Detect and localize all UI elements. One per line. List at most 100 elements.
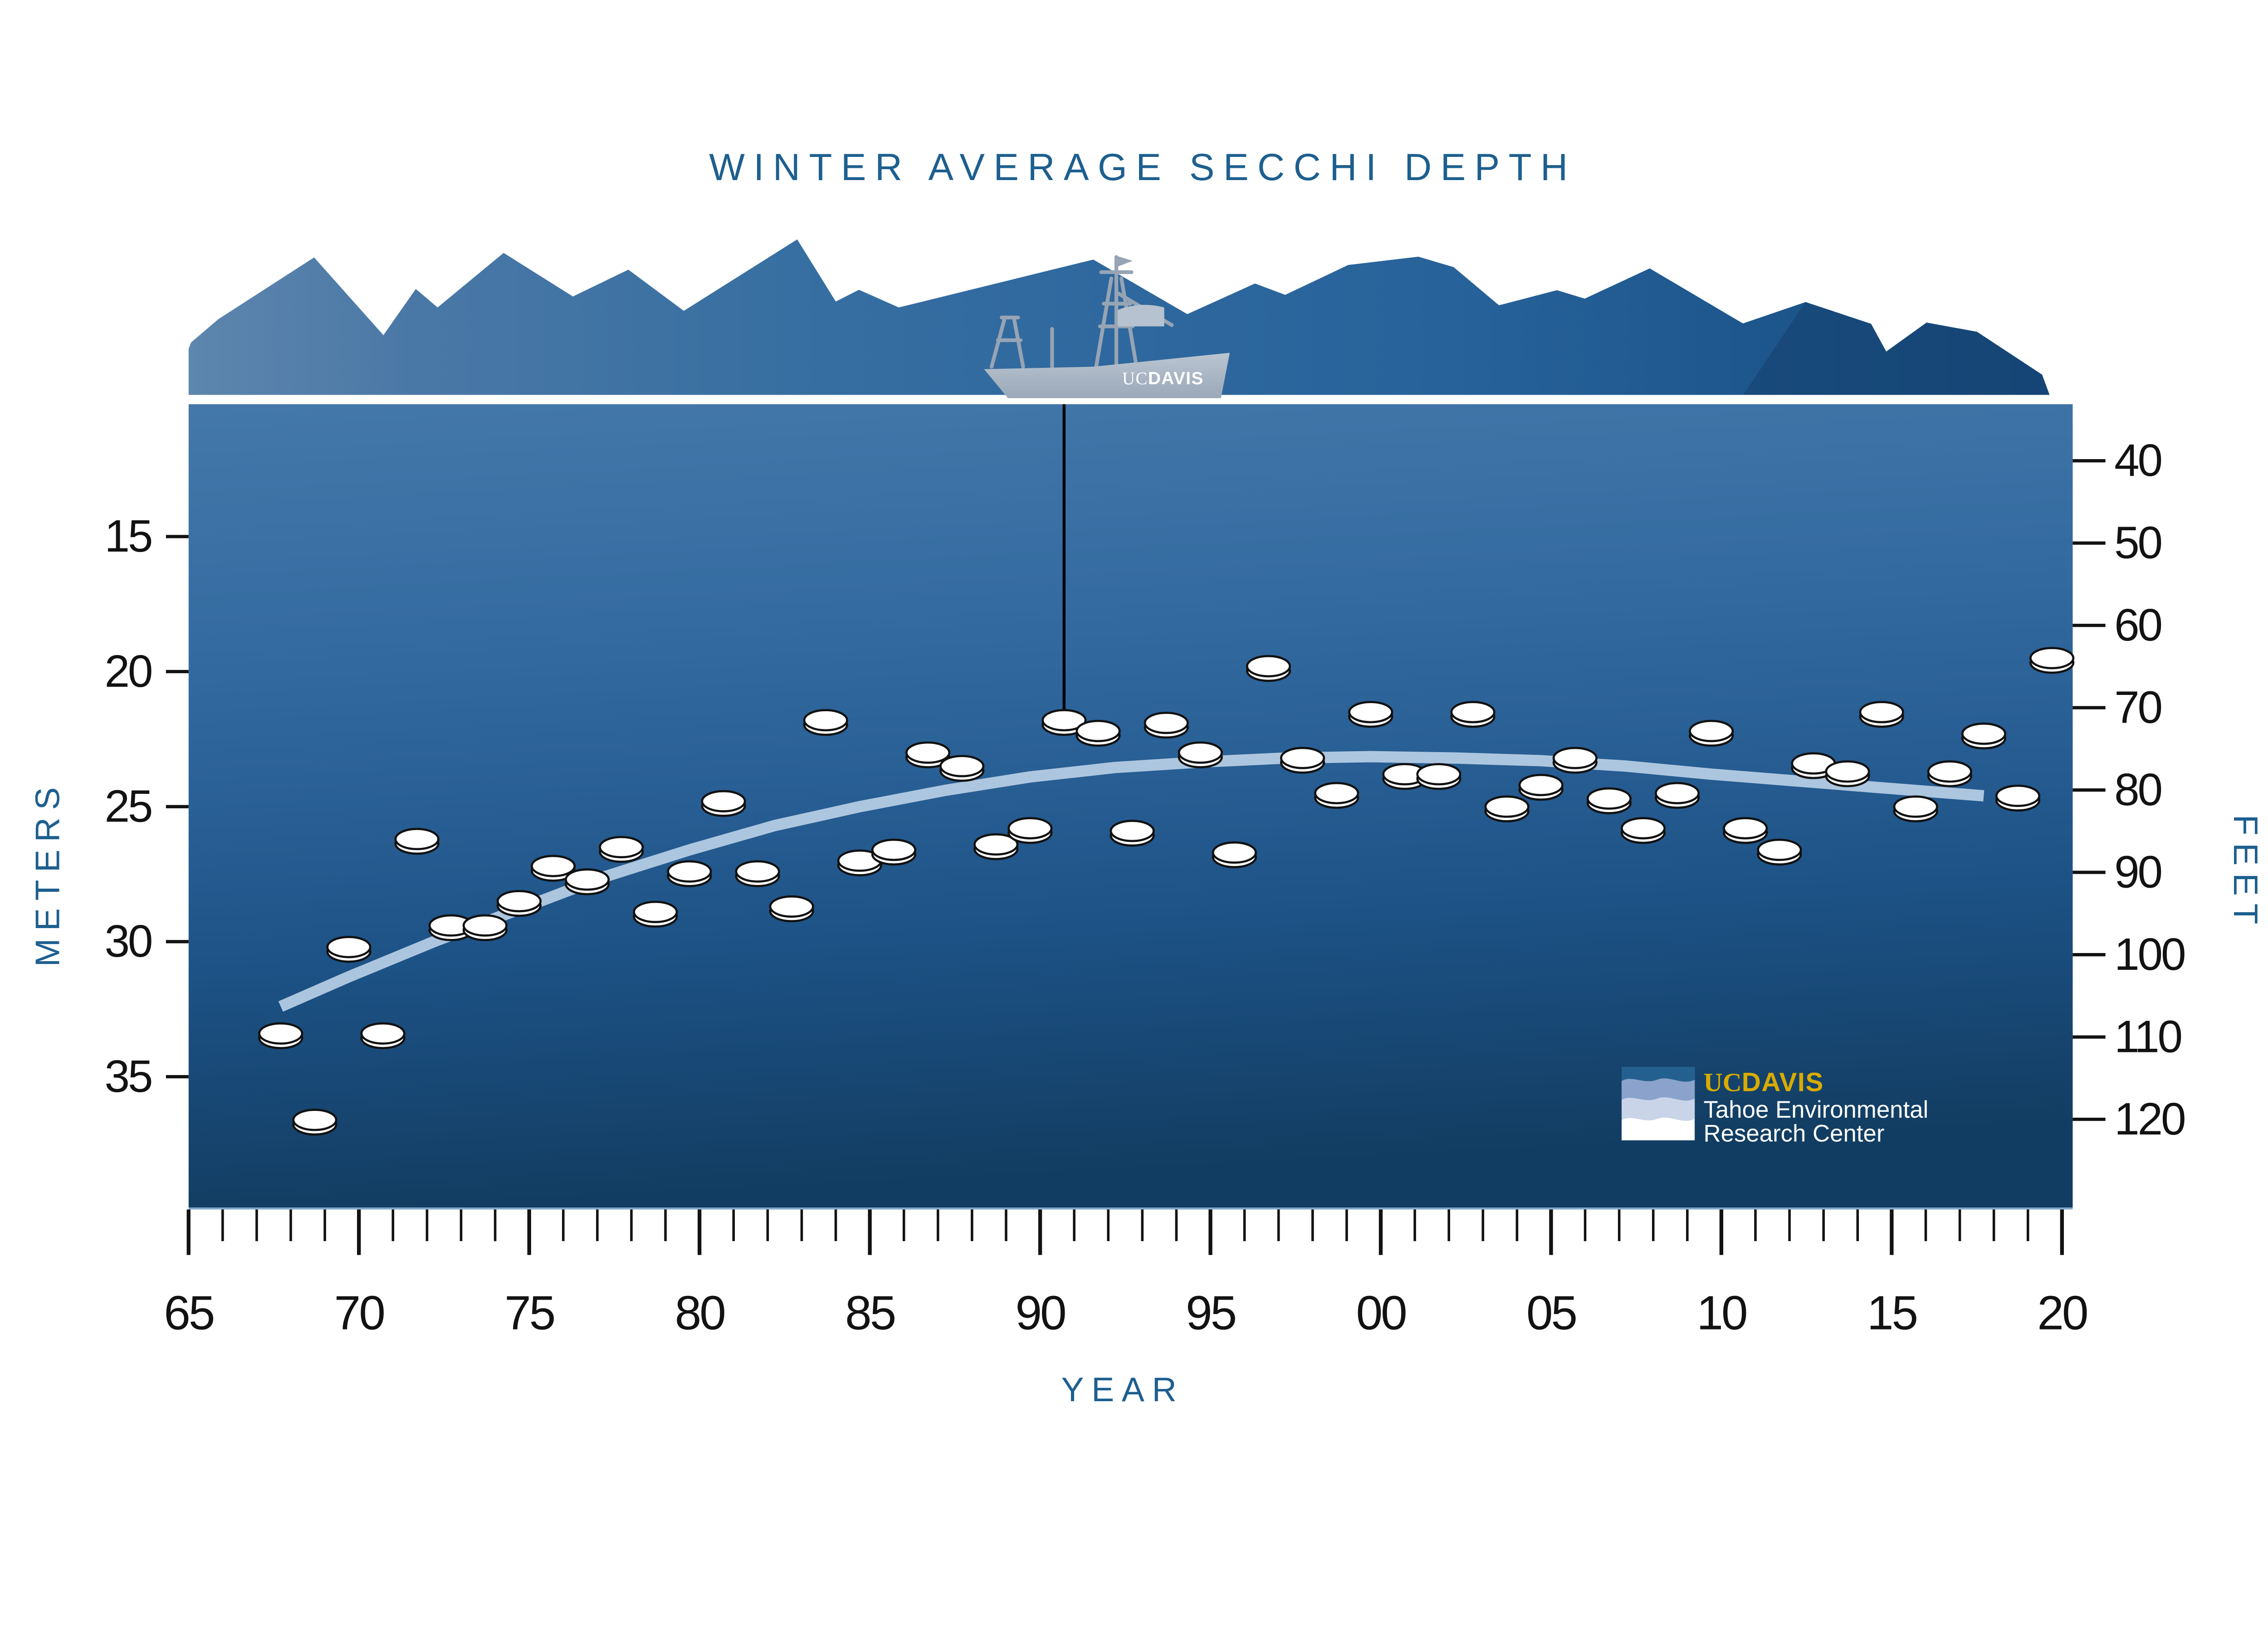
secchi-disc (871, 838, 917, 866)
feet-axis-label: FEET (2227, 815, 2265, 932)
secchi-disc (1110, 820, 1155, 847)
feet-tick-label: 90 (2114, 846, 2161, 897)
secchi-disc (1757, 838, 1802, 866)
x-axis-tick-label: 90 (1016, 1286, 1066, 1340)
x-axis-tick-label: 05 (1526, 1286, 1576, 1340)
secchi-disc (258, 1022, 303, 1049)
x-axis-ticks: 65 70 75 80 85 90 95 00 05 10 15 20 (164, 1209, 2089, 1340)
secchi-disc (1484, 795, 1530, 822)
feet-tick-label: 120 (2114, 1094, 2185, 1144)
year-axis-label: YEAR (1061, 1370, 1184, 1408)
secchi-disc (292, 1109, 337, 1136)
feet-axis-ticks: 40 50 60 70 80 90 100 110 120 (2072, 435, 2186, 1144)
logo-uc: UC (1704, 1068, 1742, 1097)
logo-ucdavis: UCDAVIS (1704, 1068, 1824, 1097)
secchi-disc (565, 868, 610, 895)
secchi-disc (1144, 712, 1189, 739)
feet-tick-label: 60 (2114, 600, 2161, 650)
secchi-disc (1791, 752, 1836, 779)
secchi-disc (1825, 760, 1870, 787)
x-axis-tick-label: 80 (675, 1286, 725, 1340)
secchi-disc (462, 914, 508, 941)
secchi-disc (1416, 763, 1461, 790)
feet-tick-label: 70 (2114, 682, 2161, 733)
secchi-disc (1927, 760, 1972, 787)
feet-tick-label: 100 (2114, 929, 2185, 980)
secchi-disc (1007, 817, 1053, 844)
secchi-disc (1450, 701, 1496, 728)
trend-line (278, 751, 1984, 1012)
secchi-disc (1893, 795, 1938, 822)
secchi-disc (1859, 701, 1904, 728)
x-axis-tick-label: 15 (1867, 1286, 1917, 1340)
secchi-disc (939, 755, 985, 782)
lake-water (188, 404, 2073, 1208)
secchi-disc (1041, 709, 1087, 736)
secchi-disc (360, 1022, 406, 1049)
meters-tick-label: 35 (104, 1051, 151, 1102)
secchi-disc (394, 828, 440, 855)
x-axis-tick-label: 75 (504, 1286, 554, 1340)
secchi-disc (599, 836, 644, 863)
terc-logo: UCDAVIS Tahoe Environmental Research Cen… (1621, 1067, 1929, 1147)
logo-davis: DAVIS (1742, 1068, 1824, 1097)
secchi-disc-group (258, 647, 2075, 1136)
boat-wheelhouse (1117, 304, 1164, 327)
secchi-disc (973, 833, 1019, 861)
secchi-disc (735, 860, 780, 887)
secchi-disc (769, 895, 814, 923)
meters-axis-label: METERS (29, 780, 67, 967)
secchi-disc (803, 709, 848, 736)
secchi-disc (2029, 647, 2075, 674)
secchi-disc (530, 855, 576, 882)
secchi-disc (496, 890, 542, 917)
secchi-disc (1995, 784, 2041, 812)
secchi-disc (1961, 722, 2007, 750)
logo-wave-dark (1621, 1067, 1695, 1082)
meters-tick-label: 20 (104, 646, 151, 697)
secchi-disc (633, 900, 678, 928)
meters-tick-label: 25 (104, 781, 151, 832)
mountain-ridge-dark (1743, 302, 2050, 396)
secchi-disc (1552, 747, 1598, 774)
x-axis-tick-label: 85 (845, 1286, 895, 1340)
lake-surface-band (188, 395, 2073, 405)
feet-tick-label: 40 (2114, 435, 2161, 486)
secchi-disc (1212, 841, 1257, 869)
secchi-disc (701, 790, 746, 817)
research-boat: UCDAVIS (984, 255, 1230, 398)
logo-wave-medium (1621, 1078, 1695, 1101)
logo-line2: Research Center (1704, 1120, 1885, 1147)
secchi-disc (428, 914, 474, 941)
secchi-disc (1518, 774, 1564, 801)
secchi-disc (667, 860, 712, 887)
x-axis-tick-label: 20 (2037, 1286, 2087, 1340)
x-axis-tick-label: 95 (1186, 1286, 1236, 1340)
logo-line1: Tahoe Environmental (1704, 1096, 1929, 1123)
meters-tick-label: 15 (104, 511, 151, 562)
secchi-disc (1280, 747, 1325, 774)
meters-axis-ticks: 15 20 25 30 35 (104, 511, 189, 1102)
secchi-disc (1348, 701, 1393, 728)
meters-tick-label: 30 (104, 916, 151, 967)
secchi-disc (326, 936, 371, 963)
secchi-disc (1689, 719, 1734, 747)
feet-tick-label: 50 (2114, 518, 2161, 568)
secchi-disc (1246, 655, 1291, 682)
secchi-disc (1655, 782, 1700, 809)
secchi-disc (1586, 787, 1632, 814)
logo-wave-light (1621, 1097, 1695, 1121)
boat-label-uc: UC (1122, 369, 1148, 388)
feet-tick-label: 110 (2114, 1011, 2181, 1062)
x-axis-tick-label: 65 (164, 1286, 214, 1340)
x-axis-line (188, 1207, 2073, 1210)
boat-hull (984, 352, 1230, 398)
x-axis-tick-label: 00 (1356, 1286, 1406, 1340)
mast-pennant-icon (1116, 255, 1133, 267)
boat-label-davis: DAVIS (1148, 369, 1204, 388)
secchi-disc (1620, 817, 1666, 844)
x-axis-tick-label: 70 (334, 1286, 384, 1340)
secchi-disc (1314, 782, 1359, 809)
boat-label: UCDAVIS (1122, 369, 1204, 388)
secchi-disc (1723, 817, 1768, 844)
